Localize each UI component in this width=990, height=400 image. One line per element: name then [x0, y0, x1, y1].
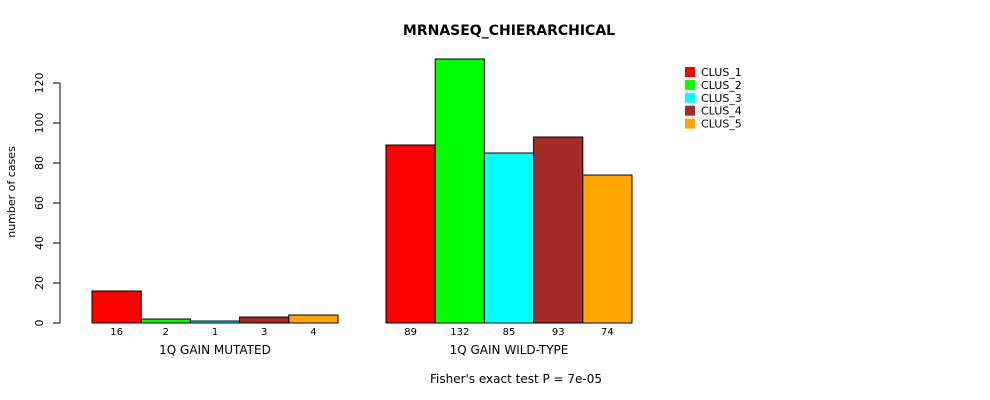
bar-count-label: 85: [503, 327, 516, 338]
bar-count-label: 93: [552, 327, 565, 338]
bar-clus-1-group-1: [91, 290, 142, 324]
group-labels: 1Q GAIN MUTATED 1Q GAIN WILD-TYPE: [159, 343, 568, 357]
count-labels: 16 2 1 3 4 89 132 85 93 74: [110, 327, 614, 338]
legend-swatch: [685, 105, 695, 116]
legend-label: CLUS_1: [701, 66, 742, 79]
bar-clus-3-group-2: [483, 152, 535, 324]
y-tick-label: 100: [33, 113, 46, 134]
y-tick-label: 20: [33, 276, 46, 290]
legend-swatch: [685, 92, 695, 103]
bar-clus-3-group-1: [189, 320, 241, 324]
y-axis-label: number of cases: [5, 146, 18, 238]
legend-label: CLUS_4: [701, 105, 742, 118]
y-tick-label: 40: [33, 236, 46, 250]
y-tick-label: 60: [33, 196, 46, 210]
bar-count-label: 4: [310, 327, 316, 338]
y-tick-label: 0: [33, 320, 46, 327]
legend-label: CLUS_2: [701, 79, 742, 92]
bar-count-label: 2: [163, 327, 169, 338]
bar-count-label: 132: [450, 327, 469, 338]
bar-clus-4-group-1: [239, 316, 290, 324]
bar-count-label: 16: [110, 327, 123, 338]
bar-clus-2-group-2: [434, 58, 485, 324]
chart-title: MRNASEQ_CHIERARCHICAL: [403, 23, 615, 39]
legend-swatch: [685, 118, 695, 129]
bar-count-label: 3: [261, 327, 267, 338]
bar-count-label: 1: [212, 327, 218, 338]
bar-clus-5-group-1: [288, 314, 339, 324]
bar-clus-5-group-2: [582, 174, 633, 324]
legend-swatch: [685, 79, 695, 90]
bar-count-label: 89: [404, 327, 417, 338]
y-tick-label: 80: [33, 156, 46, 170]
fisher-test-footnote: Fisher's exact test P = 7e-05: [430, 372, 602, 386]
group-label: 1Q GAIN WILD-TYPE: [450, 343, 569, 357]
group-label: 1Q GAIN MUTATED: [159, 343, 271, 357]
y-axis-ticks: 0 20 40 60 80 100 120: [33, 73, 60, 327]
legend-label: CLUS_5: [701, 118, 742, 131]
bar-clus-4-group-2: [533, 136, 584, 324]
bar-clus-1-group-2: [385, 144, 436, 324]
bars: [91, 58, 633, 324]
y-tick-label: 120: [33, 73, 46, 94]
bar-count-label: 74: [601, 327, 614, 338]
legend-swatch: [685, 67, 695, 77]
legend-label: CLUS_3: [701, 92, 742, 105]
bar-clus-2-group-1: [140, 318, 191, 324]
